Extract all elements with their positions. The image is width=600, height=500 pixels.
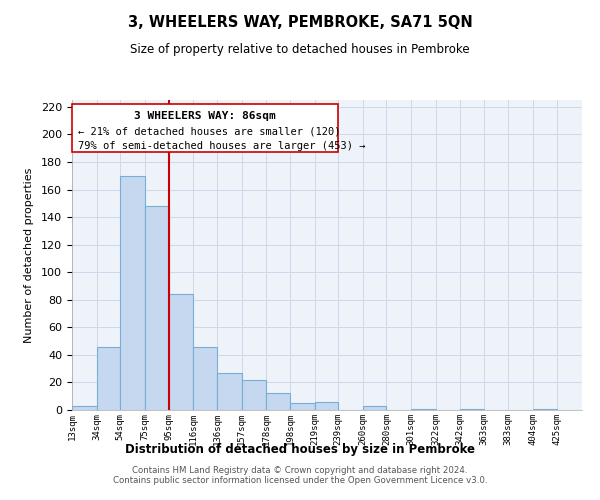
Bar	[193, 346, 217, 410]
Bar	[460, 408, 484, 410]
Text: ← 21% of detached houses are smaller (120): ← 21% of detached houses are smaller (12…	[78, 126, 340, 136]
Text: Contains HM Land Registry data © Crown copyright and database right 2024.
Contai: Contains HM Land Registry data © Crown c…	[113, 466, 487, 485]
Text: 79% of semi-detached houses are larger (453) →: 79% of semi-detached houses are larger (…	[78, 142, 365, 152]
Text: Distribution of detached houses by size in Pembroke: Distribution of detached houses by size …	[125, 442, 475, 456]
Bar	[217, 373, 242, 410]
Bar	[145, 206, 169, 410]
Bar	[411, 408, 436, 410]
Bar	[120, 176, 145, 410]
Bar	[242, 380, 266, 410]
Bar	[290, 403, 314, 410]
Text: 3, WHEELERS WAY, PEMBROKE, SA71 5QN: 3, WHEELERS WAY, PEMBROKE, SA71 5QN	[128, 15, 472, 30]
Bar	[72, 406, 97, 410]
Bar	[533, 408, 557, 410]
Bar	[169, 294, 193, 410]
Text: Size of property relative to detached houses in Pembroke: Size of property relative to detached ho…	[130, 42, 470, 56]
Y-axis label: Number of detached properties: Number of detached properties	[24, 168, 34, 342]
Bar	[314, 402, 338, 410]
Bar	[97, 346, 120, 410]
Bar	[266, 394, 290, 410]
Bar	[363, 406, 386, 410]
Bar	[72, 104, 338, 152]
Text: 3 WHEELERS WAY: 86sqm: 3 WHEELERS WAY: 86sqm	[134, 111, 276, 121]
